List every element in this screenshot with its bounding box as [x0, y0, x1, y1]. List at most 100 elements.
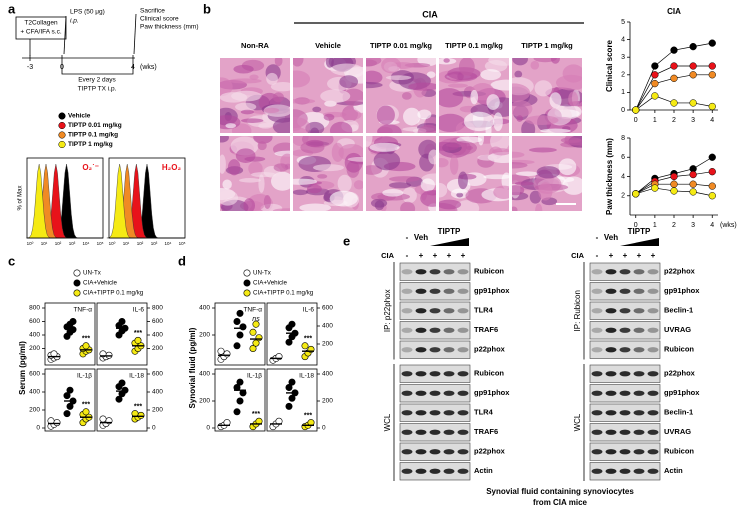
legend-label: CIA+Vehicle	[253, 280, 287, 287]
data-point	[632, 190, 640, 198]
data-point	[670, 172, 678, 181]
blot-band	[457, 269, 469, 275]
data-point	[285, 383, 293, 391]
tissue	[512, 162, 528, 169]
row-label: UVRAG	[664, 427, 691, 436]
row-label: p22phox	[474, 447, 506, 456]
data-point	[288, 320, 296, 328]
tissue	[512, 83, 531, 103]
tissue	[293, 178, 318, 185]
plot-title: IL-18	[299, 373, 314, 380]
tissue	[490, 79, 509, 91]
data-point	[233, 408, 241, 416]
blot-band	[591, 308, 603, 314]
x-tick-label: 10⁵	[97, 241, 104, 246]
label: TIPTP TX i.p.	[78, 86, 117, 93]
blot-band	[633, 288, 645, 294]
x-tick-label: 10²	[137, 241, 144, 246]
tissue	[483, 174, 509, 180]
y-tick-label: 200	[29, 345, 40, 352]
data-point	[66, 386, 74, 394]
tissue	[299, 203, 331, 211]
blot-band	[605, 347, 617, 353]
lane-header: TIPTP	[438, 227, 461, 236]
lane-header: Veh	[414, 233, 428, 242]
tissue	[366, 81, 383, 89]
y-tick-label: 0	[36, 425, 40, 432]
tissue	[458, 171, 468, 190]
column-header: Vehicle	[315, 41, 341, 50]
data-point	[63, 392, 71, 400]
plot-title: TNF-α	[243, 307, 262, 314]
timeline-label: -3	[27, 64, 33, 71]
blot-band	[591, 429, 603, 435]
blot-band	[633, 449, 645, 455]
data-point	[632, 106, 640, 114]
y-tick-label: 600	[29, 318, 40, 325]
x-tick-label: 10⁵	[179, 241, 186, 246]
y-tick-label: 800	[152, 305, 163, 312]
blot-band	[633, 327, 645, 333]
blot-band	[429, 410, 441, 416]
data-point	[708, 168, 716, 176]
tissue	[549, 92, 562, 109]
blot-band	[591, 449, 603, 455]
legend-swatch	[73, 279, 81, 287]
tissue	[222, 179, 232, 190]
block-label: IP: Rubicon	[573, 290, 582, 331]
blot-band	[605, 410, 617, 416]
blot-band	[457, 308, 469, 314]
tissue	[530, 60, 540, 70]
blot-band	[605, 269, 617, 275]
plot-title: IL-1β	[77, 373, 92, 380]
y-tick-label: 400	[152, 332, 163, 339]
tissue	[331, 142, 344, 162]
data-point	[670, 187, 678, 195]
plot-title: IL-18	[129, 373, 144, 380]
legend-label: TIPTP 0.1 mg/kg	[68, 132, 118, 139]
y-tick-label: 600	[29, 371, 40, 378]
timeline-unit: (wks)	[140, 64, 157, 71]
plot-frame	[44, 302, 96, 366]
legend-swatch	[73, 289, 81, 297]
blot-band	[401, 308, 413, 314]
column-header: TIPTP 1 mg/kg	[521, 41, 573, 50]
tissue	[486, 94, 500, 111]
data-point	[651, 71, 659, 79]
tissue	[443, 58, 450, 63]
tissue	[560, 137, 582, 144]
blot-band	[429, 308, 441, 314]
row-label: p22phox	[664, 267, 696, 276]
data-point	[285, 402, 293, 410]
tissue	[568, 91, 579, 107]
blot-band	[415, 371, 427, 377]
data-point	[670, 46, 678, 54]
panel-label: b	[203, 1, 211, 16]
label: + CFA/IFA s.c.	[20, 29, 62, 36]
blot-band	[591, 371, 603, 377]
panel-label: e	[343, 233, 350, 248]
blot-band	[647, 468, 659, 474]
data-point	[689, 71, 697, 79]
condition-label: CIA	[571, 251, 585, 260]
data-point	[118, 379, 126, 387]
x-tick-label: 2	[672, 222, 676, 229]
tissue	[220, 154, 226, 174]
blot-band	[401, 390, 413, 396]
tissue	[420, 190, 436, 207]
tissue	[389, 176, 420, 182]
tissue	[258, 174, 265, 193]
data-point	[233, 342, 241, 350]
blot-band	[591, 468, 603, 474]
data-point	[137, 411, 145, 419]
blot-band	[591, 390, 603, 396]
blot-band	[647, 288, 659, 294]
arrow	[133, 13, 137, 55]
blot-band	[457, 347, 469, 353]
tissue	[388, 182, 412, 189]
legend-swatch	[58, 112, 66, 120]
lane-label: +	[461, 251, 466, 260]
lane-label: -	[406, 251, 409, 260]
row-label: UVRAG	[664, 325, 691, 334]
tissue	[293, 98, 316, 104]
